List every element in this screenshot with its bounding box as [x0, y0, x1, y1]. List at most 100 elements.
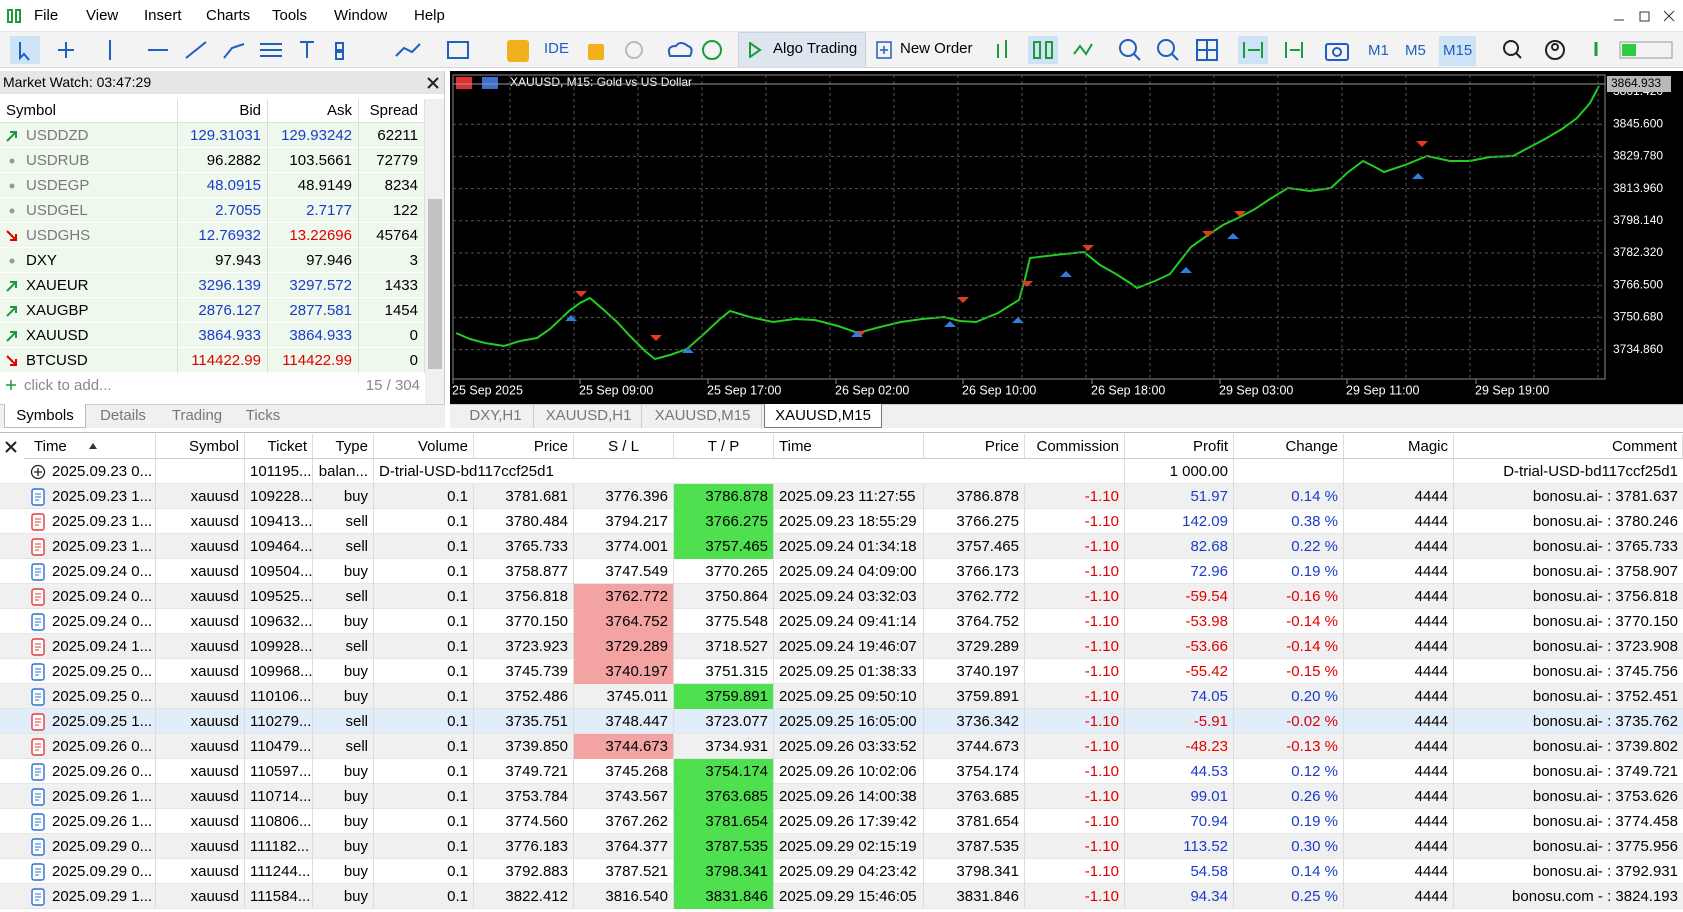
algo-trading-label[interactable]: Algo Trading	[773, 34, 857, 64]
column-header[interactable]: Type	[313, 434, 374, 459]
menu-item[interactable]: Tools	[272, 7, 307, 24]
cell-t-p: 3798.341	[674, 859, 774, 884]
cell-commission: -1.10	[1025, 709, 1125, 734]
column-header[interactable]: Change	[1234, 434, 1344, 459]
cell-time: 2025.09.26 17:39:42	[774, 809, 924, 834]
menu-item[interactable]: View	[86, 7, 118, 24]
column-header[interactable]: Profit	[1125, 434, 1234, 459]
current-price: 3864.933	[1611, 76, 1661, 90]
cell-commission: -1.10	[1025, 509, 1125, 534]
cell-type: sell	[313, 534, 374, 559]
chart-tab[interactable]: XAUUSD,M15	[764, 404, 882, 428]
cell-type: sell	[313, 509, 374, 534]
panel-tab[interactable]: Trading	[158, 404, 236, 428]
cell-price: 3754.174	[924, 759, 1025, 784]
quote-ask: 3864.933	[268, 323, 359, 348]
quote-symbol[interactable]: XAUEUR	[20, 273, 178, 298]
cell-time: 2025.09.23 1...	[24, 484, 156, 509]
cell-volume: 0.1	[374, 534, 474, 559]
panel-tab[interactable]: Symbols	[4, 404, 86, 428]
quote-bid: 48.0915	[178, 173, 268, 198]
column-header[interactable]: Magic	[1344, 434, 1454, 459]
menu-item[interactable]: Help	[414, 7, 445, 24]
quote-ask: 3297.572	[268, 273, 359, 298]
cell-magic: 4444	[1344, 509, 1454, 534]
quote-symbol[interactable]: USDDZD	[20, 123, 178, 148]
column-header[interactable]: T / P	[674, 434, 774, 459]
timeframe-button[interactable]: M5	[1401, 36, 1430, 66]
up-arrow	[7, 332, 16, 341]
quote-symbol[interactable]: XAUUSD	[20, 323, 178, 348]
new-order-label[interactable]: New Order	[900, 34, 973, 64]
cell-time: 2025.09.29 04:23:42	[774, 859, 924, 884]
chart-tab[interactable]: DXY,H1	[458, 404, 534, 428]
quote-symbol[interactable]: USDEGP	[20, 173, 178, 198]
quote-bid: 129.31031	[178, 123, 268, 148]
quote-symbol[interactable]: DXY	[20, 248, 178, 273]
quote-bid: 3864.933	[178, 323, 268, 348]
timeframe-button[interactable]: M1	[1364, 36, 1393, 66]
cell-comment: bonosu.ai- : 3753.626	[1454, 784, 1683, 809]
cell-magic: 4444	[1344, 734, 1454, 759]
cell-profit: -5.91	[1125, 709, 1234, 734]
timeframe-button[interactable]: M15	[1439, 36, 1476, 66]
panel-tab[interactable]: Details	[90, 404, 156, 428]
cell-ticket: 110279...	[245, 709, 313, 734]
sort-indicator	[88, 442, 98, 450]
flat-dot	[10, 159, 15, 164]
cell-comment: bonosu.ai- : 3770.150	[1454, 609, 1683, 634]
cell-s-l: 3745.268	[574, 759, 674, 784]
cell-time: 2025.09.23 1...	[24, 509, 156, 534]
column-header[interactable]: Price	[474, 434, 574, 459]
column-header[interactable]: Ticket	[245, 434, 313, 459]
cell-type: buy	[313, 859, 374, 884]
column-header[interactable]: Volume	[374, 434, 474, 459]
cell-time: 2025.09.26 1...	[24, 809, 156, 834]
menu-item[interactable]: Window	[334, 7, 387, 24]
cell-price: 3776.183	[474, 834, 574, 859]
chart-icon	[456, 77, 472, 89]
cell-commission: -1.10	[1025, 734, 1125, 759]
panel-tab[interactable]: Ticks	[238, 404, 288, 428]
chart-tab[interactable]: XAUUSD,M15	[644, 404, 762, 428]
menu-item[interactable]: File	[34, 7, 58, 24]
window-controls[interactable]	[1612, 8, 1678, 24]
menu-item[interactable]: Charts	[206, 7, 250, 24]
quote-symbol[interactable]: USDRUB	[20, 148, 178, 173]
cell-price: 3759.891	[924, 684, 1025, 709]
column-header[interactable]: Price	[924, 434, 1025, 459]
cell-magic: 4444	[1344, 759, 1454, 784]
cell-price: 3787.535	[924, 834, 1025, 859]
column-header[interactable]: Commission	[1025, 434, 1125, 459]
cell-t-p: 3775.548	[674, 609, 774, 634]
cell-volume: 0.1	[374, 484, 474, 509]
quote-ask: 97.946	[268, 248, 359, 273]
ide-button[interactable]: IDE	[544, 34, 569, 64]
time-label: 29 Sep 11:00	[1346, 383, 1419, 397]
close-button[interactable]	[4, 440, 18, 454]
cell-volume: 0.1	[374, 859, 474, 884]
symbol-count: 15 / 304	[300, 373, 420, 398]
column-header[interactable]: S / L	[574, 434, 674, 459]
add-symbol[interactable]: click to add...	[24, 373, 112, 398]
cell-s-l: 3774.001	[574, 534, 674, 559]
quote-symbol[interactable]: USDGEL	[20, 198, 178, 223]
cell-time: 2025.09.25 0...	[24, 659, 156, 684]
quote-symbol[interactable]: BTCUSD	[20, 348, 178, 373]
scrollbar-thumb[interactable]	[428, 199, 442, 369]
cell-ticket: 109632...	[245, 609, 313, 634]
menu-item[interactable]: Insert	[144, 7, 182, 24]
quote-symbol[interactable]: XAUGBP	[20, 298, 178, 323]
chart-tab[interactable]: XAUUSD,H1	[536, 404, 642, 428]
cell-time: 2025.09.25 16:05:00	[774, 709, 924, 734]
column-header: Symbol	[0, 99, 178, 123]
close-button[interactable]	[426, 76, 440, 90]
cell-t-p: 3781.654	[674, 809, 774, 834]
column-header[interactable]: Comment	[1454, 434, 1683, 459]
cell-ticket: 109928...	[245, 634, 313, 659]
column-header[interactable]: Symbol	[156, 434, 245, 459]
cell-volume: 0.1	[374, 809, 474, 834]
quote-symbol[interactable]: USDGHS	[20, 223, 178, 248]
column-header[interactable]: Time	[774, 434, 924, 459]
quote-bid: 2.7055	[178, 198, 268, 223]
